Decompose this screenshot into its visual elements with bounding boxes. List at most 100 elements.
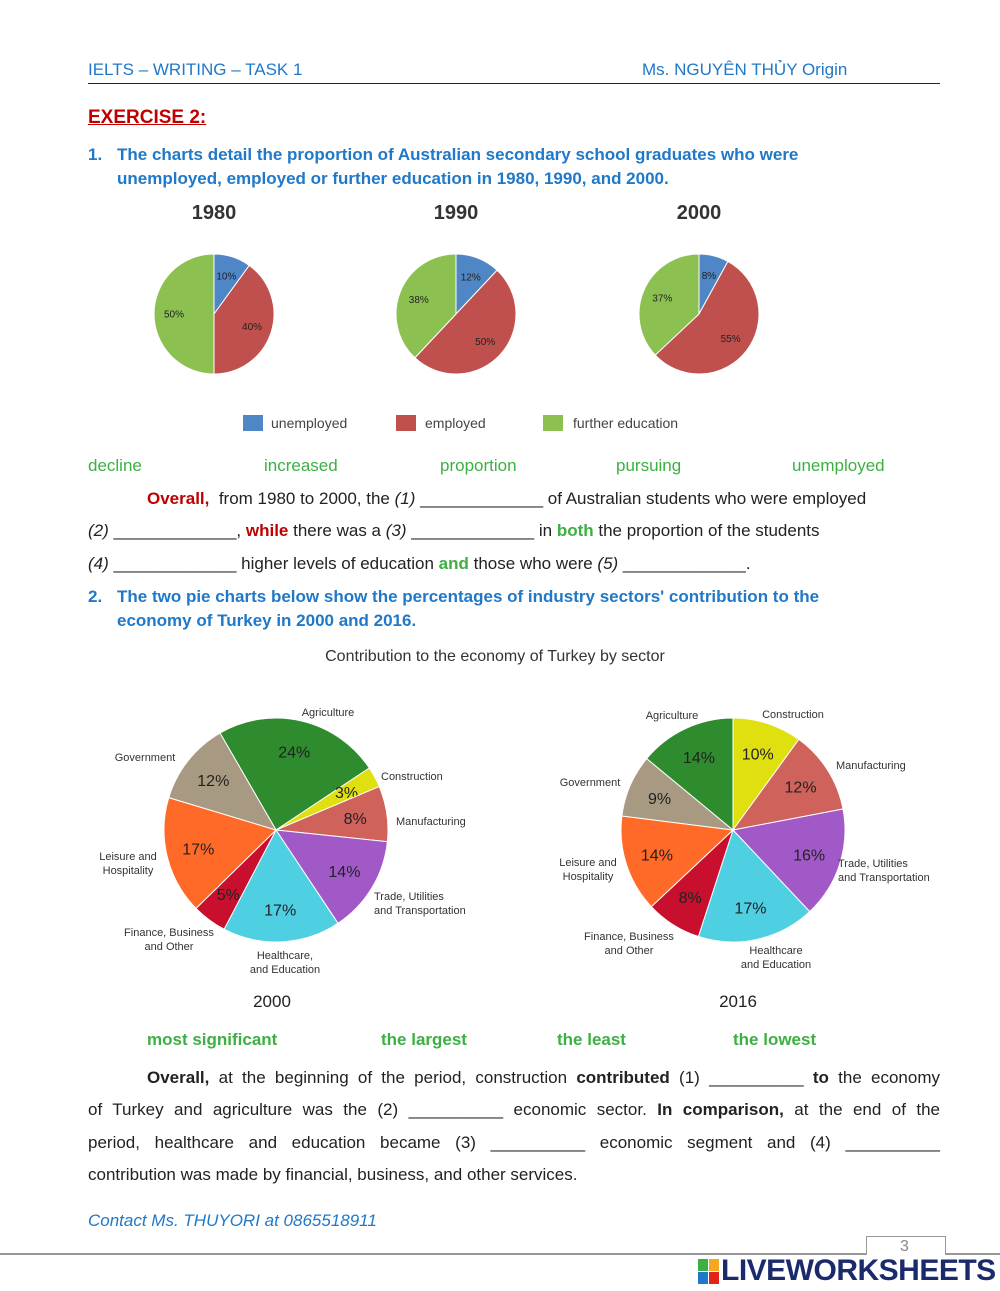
pie-slice-agriculture [219, 717, 370, 831]
category-label: and Other [605, 945, 654, 957]
category-label: Government [115, 752, 176, 764]
pie-slice-government [168, 732, 278, 831]
pie-year-label: 2016 [719, 992, 757, 1011]
paragraph-text: both [556, 521, 594, 540]
legend-label: employed [425, 415, 486, 431]
question-text: unemployed, employed or further educatio… [117, 169, 669, 188]
paragraph-text: to [812, 1068, 829, 1087]
category-label: Trade, Utilities [838, 858, 908, 870]
slice-value-label: 14% [328, 864, 360, 881]
paragraph-text: and [438, 554, 469, 573]
australia-pie-charts: 10% 40% 50% 12% 50% 38% 8% 55% 37% [153, 253, 760, 375]
category-label: Leisure and [559, 857, 617, 869]
slice-value-label: 10% [742, 747, 774, 764]
paragraph-text: at the beginning of the period, construc… [209, 1068, 577, 1087]
question-1: 1. The charts detail the proportion of Au… [88, 143, 798, 191]
category-label: Healthcare [749, 945, 802, 957]
word-bank-item: increased [264, 456, 338, 475]
slice-value-label: 16% [793, 847, 825, 864]
paragraph-text: the economy [828, 1068, 941, 1087]
pie-0: 10% 40% 50% [153, 253, 275, 375]
slice-value-label: 17% [264, 902, 296, 919]
legend-swatch-unemployed [243, 415, 263, 431]
category-label: Manufacturing [396, 816, 466, 828]
question-text: economy of Turkey in 2000 and 2016. [117, 611, 417, 630]
pie-slice-agriculture [645, 717, 734, 832]
question-2: 2. The two pie charts below show the perc… [88, 585, 819, 633]
paragraph-text: (3) [385, 521, 407, 540]
slice-value-label: 40% [242, 322, 262, 333]
paragraph-text: from 1980 to 2000, the [209, 489, 395, 508]
turkey-chart-title: Contribution to the economy of Turkey by… [325, 648, 665, 665]
category-label: and Education [250, 964, 320, 976]
category-label: Agriculture [302, 707, 355, 719]
category-label: Trade, Utilities [374, 891, 444, 903]
pie-slice-leisure-and-hospitality [163, 797, 277, 910]
pie-slice-leisure-and-hospitality [620, 815, 735, 908]
liveworksheets-logo[interactable]: LIVEWORKSHEETS [698, 1254, 996, 1288]
question-text: The charts detail the proportion of Aust… [117, 145, 799, 164]
header-divider [88, 83, 940, 84]
word-bank-item: the lowest [733, 1030, 817, 1049]
word-bank-item: the least [557, 1030, 626, 1049]
paragraph-2-line: Overall, at the beginning of the period,… [147, 1068, 940, 1088]
paragraph-text: (4) [88, 554, 109, 573]
pie-4: 10% Construction 12% Manufacturing 16% Trade,… [559, 709, 929, 971]
pie-slice-trade-utilities-and-transportation [274, 829, 388, 924]
word-bank-item: decline [88, 456, 142, 475]
pie-slice-further-education [395, 253, 457, 359]
slice-value-label: 14% [683, 750, 715, 767]
category-label: Construction [762, 709, 824, 721]
page-number: 3 [900, 1238, 909, 1255]
question-text: The two pie charts below show the percen… [117, 587, 820, 606]
slice-value-label: 12% [197, 773, 229, 790]
category-label: Government [560, 777, 621, 789]
paragraph-text: while [245, 521, 289, 540]
category-label: and Education [741, 959, 811, 971]
slice-value-label: 9% [648, 791, 671, 808]
legend-label: further education [573, 415, 679, 431]
category-label: and Transportation [838, 872, 930, 884]
category-label: and Transportation [374, 905, 466, 917]
word-bank-item: unemployed [792, 456, 885, 475]
paragraph-2-line: contribution was made by financial, busi… [88, 1165, 940, 1185]
slice-value-label: 37% [652, 294, 672, 305]
logo-icon [698, 1258, 719, 1284]
pie-slice-further-education [638, 253, 700, 356]
pie-slice-employed [213, 264, 275, 375]
paragraph-2-line: period, healthcare and education became … [88, 1133, 940, 1153]
paragraph-1-line: (2) _____________, while there was a (3)… [88, 521, 820, 541]
word-bank-item: the largest [381, 1030, 467, 1049]
slice-value-label: 8% [702, 271, 717, 282]
fill-in-blank-text: _____________. [618, 554, 751, 573]
paragraph-text: (1) [394, 489, 416, 508]
paragraph-1-line: (4) _____________ higher levels of educa… [88, 554, 751, 574]
slice-value-label: 8% [679, 890, 702, 907]
pie-slice-manufacturing [731, 738, 844, 831]
paragraph-text: (2) [88, 521, 109, 540]
category-label: Hospitality [103, 865, 154, 877]
slice-value-label: 17% [734, 901, 766, 918]
paragraph-text: In comparison, [657, 1100, 784, 1119]
legend-swatch-further-education [543, 415, 563, 431]
slice-value-label: 17% [182, 842, 214, 859]
fill-in-blank-text: _____________, [108, 521, 246, 540]
page-number-box [866, 1236, 946, 1255]
slice-value-label: 12% [785, 780, 817, 797]
paragraph-text: those who were [468, 554, 598, 573]
word-bank-item: proportion [440, 456, 517, 475]
slice-value-label: 24% [278, 745, 310, 762]
slice-value-label: 10% [216, 271, 236, 282]
paragraph-text: at the end of the [783, 1100, 940, 1119]
slice-value-label: 5% [217, 887, 240, 904]
paragraph-text: there was a [288, 521, 386, 540]
legend-swatch-employed [396, 415, 416, 431]
pie-2: 8% 55% 37% [638, 253, 760, 375]
pie-slice-employed [414, 269, 517, 375]
paragraph-1-line: Overall, from 1980 to 2000, the (1) ____… [147, 489, 866, 509]
pie-title-1990: 1990 [433, 202, 479, 224]
word-bank-item: most significant [147, 1030, 278, 1049]
header-right: Ms. NGUYÊN THỦY Origin [642, 60, 848, 79]
